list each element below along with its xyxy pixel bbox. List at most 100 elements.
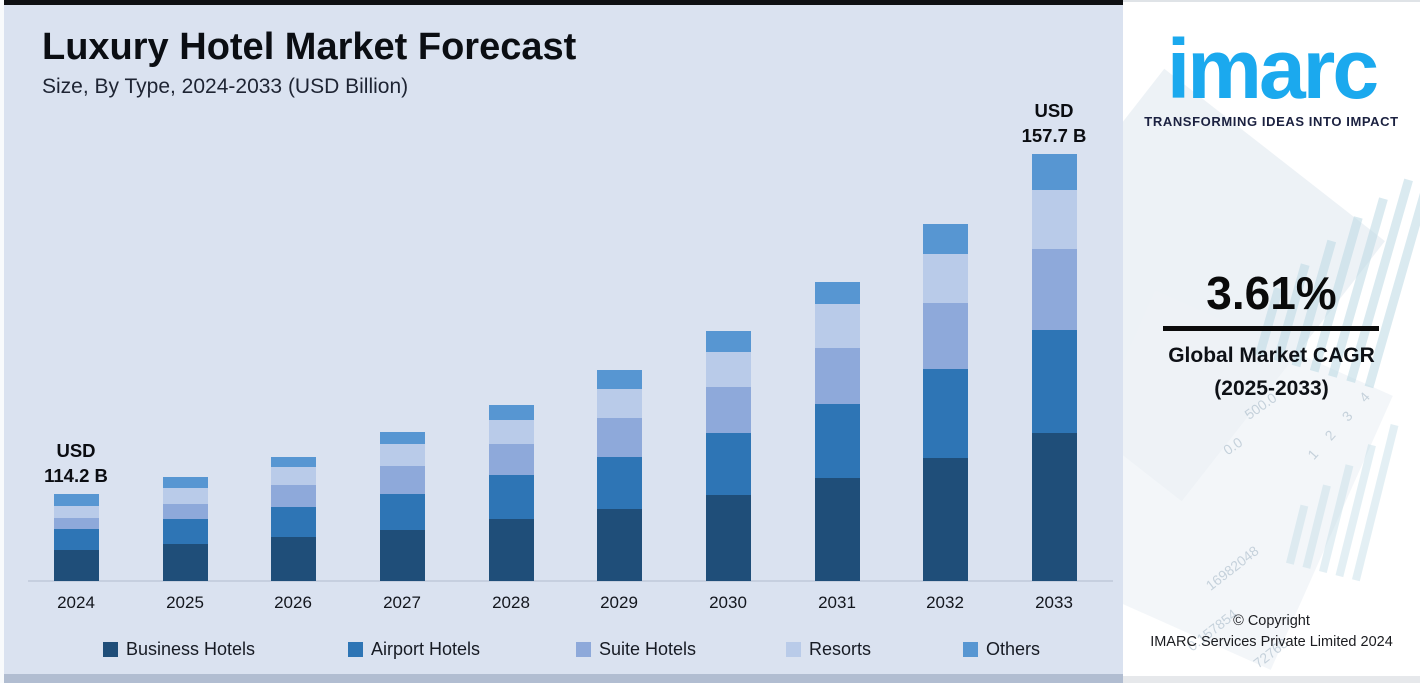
legend-label-airport-hotels: Airport Hotels xyxy=(371,639,481,659)
x-axis-label-2030: 2030 xyxy=(709,593,747,612)
segment-suite-hotels-2029 xyxy=(596,418,642,457)
segment-others-2030 xyxy=(705,331,751,352)
x-axis-label-2029: 2029 xyxy=(600,593,638,612)
x-axis-line xyxy=(28,580,1113,582)
segment-others-2027 xyxy=(379,432,425,444)
x-axis-label-2033: 2033 xyxy=(1035,593,1073,612)
cagr-value: 3.61% xyxy=(1206,267,1337,319)
segment-others-2025 xyxy=(162,477,208,488)
segment-suite-hotels-2026 xyxy=(270,485,316,507)
segment-resorts-2027 xyxy=(379,444,425,466)
bar-2031 xyxy=(814,282,860,581)
legend-swatch-resorts xyxy=(786,642,801,657)
legend-label-others: Others xyxy=(986,639,1041,659)
segment-suite-hotels-2031 xyxy=(814,348,860,404)
brand-panel-top-strip xyxy=(1123,0,1420,2)
segment-others-2026 xyxy=(270,457,316,467)
value-label-2033: USD 157.7 B xyxy=(1021,100,1087,146)
segment-business-hotels-2030 xyxy=(705,495,751,581)
segment-resorts-2024 xyxy=(53,506,99,518)
segment-business-hotels-2026 xyxy=(270,537,316,581)
segment-airport-hotels-2032 xyxy=(922,369,968,458)
segment-business-hotels-2033 xyxy=(1031,433,1077,581)
x-axis-label-2028: 2028 xyxy=(492,593,530,612)
segment-business-hotels-2032 xyxy=(922,458,968,581)
segment-suite-hotels-2024 xyxy=(53,518,99,529)
legend-item-resorts: Resorts xyxy=(786,639,871,660)
segment-business-hotels-2028 xyxy=(488,519,534,581)
legend-item-business-hotels: Business Hotels xyxy=(103,639,255,660)
x-axis-label-2031: 2031 xyxy=(818,593,856,612)
segment-others-2024 xyxy=(53,494,99,506)
page-title: Luxury Hotel Market Forecast xyxy=(42,26,577,68)
imarc-tagline: TRANSFORMING IDEAS INTO IMPACT xyxy=(1144,114,1399,129)
bar-2030 xyxy=(705,331,751,581)
x-axis-label-2025: 2025 xyxy=(166,593,204,612)
legend-item-suite-hotels: Suite Hotels xyxy=(576,639,696,660)
value-label-2024: USD 114.2 B xyxy=(44,440,108,486)
brand-panel: 500.0 0.0 1 2 3 4 16982048 0.157854 7276… xyxy=(1123,0,1420,683)
page-subtitle: Size, By Type, 2024-2033 (USD Billion) xyxy=(42,75,409,98)
bar-2026 xyxy=(270,457,316,581)
segment-business-hotels-2025 xyxy=(162,544,208,581)
bar-2025 xyxy=(162,477,208,581)
segment-others-2029 xyxy=(596,370,642,389)
segment-airport-hotels-2025 xyxy=(162,519,208,544)
segment-business-hotels-2024 xyxy=(53,549,99,581)
legend-label-resorts: Resorts xyxy=(809,639,872,659)
segment-business-hotels-2027 xyxy=(379,530,425,581)
segment-resorts-2031 xyxy=(814,304,860,348)
legend-swatch-business-hotels xyxy=(103,642,118,657)
segment-suite-hotels-2033 xyxy=(1031,248,1077,330)
legend-label-suite-hotels: Suite Hotels xyxy=(599,639,697,659)
segment-others-2033 xyxy=(1031,154,1077,190)
segment-resorts-2029 xyxy=(596,389,642,418)
segment-airport-hotels-2027 xyxy=(379,494,425,530)
segment-airport-hotels-2033 xyxy=(1031,329,1077,433)
bar-2027 xyxy=(379,432,425,581)
segment-business-hotels-2029 xyxy=(596,509,642,581)
segment-airport-hotels-2030 xyxy=(705,433,751,495)
x-axis-label-2032: 2032 xyxy=(926,593,964,612)
segment-airport-hotels-2026 xyxy=(270,507,316,537)
imarc-logo: imarc xyxy=(1166,22,1379,117)
segment-airport-hotels-2029 xyxy=(596,457,642,509)
bottom-border-strip xyxy=(0,674,1123,683)
legend-item-others: Others xyxy=(963,639,1040,660)
legend-swatch-airport-hotels xyxy=(348,642,363,657)
segment-suite-hotels-2032 xyxy=(922,302,968,369)
copyright-line2: IMARC Services Private Limited 2024 xyxy=(1150,634,1393,650)
segment-resorts-2030 xyxy=(705,351,751,387)
x-axis-label-2024: 2024 xyxy=(57,593,95,612)
cagr-label-line2: (2025-2033) xyxy=(1214,377,1329,400)
segment-resorts-2028 xyxy=(488,419,534,444)
segment-airport-hotels-2028 xyxy=(488,475,534,519)
segment-suite-hotels-2028 xyxy=(488,444,534,475)
legend-label-business-hotels: Business Hotels xyxy=(126,639,256,659)
x-axis-label-2027: 2027 xyxy=(383,593,421,612)
bar-2032 xyxy=(922,224,968,581)
segment-resorts-2025 xyxy=(162,488,208,504)
segment-suite-hotels-2030 xyxy=(705,386,751,433)
segment-suite-hotels-2025 xyxy=(162,503,208,519)
bar-2029 xyxy=(596,370,642,581)
segment-others-2032 xyxy=(922,224,968,254)
segment-resorts-2026 xyxy=(270,467,316,485)
segment-resorts-2032 xyxy=(922,253,968,303)
legend-item-airport-hotels: Airport Hotels xyxy=(348,639,480,660)
segment-others-2031 xyxy=(814,282,860,304)
bar-2024 xyxy=(53,494,99,581)
left-border-strip xyxy=(0,0,4,683)
chart-panel: Luxury Hotel Market Forecast Size, By Ty… xyxy=(0,0,1123,683)
cagr-label-line1: Global Market CAGR xyxy=(1168,344,1375,367)
brand-panel-bottom-strip xyxy=(1123,676,1420,683)
segment-airport-hotels-2031 xyxy=(814,404,860,478)
segment-business-hotels-2031 xyxy=(814,478,860,581)
bar-2028 xyxy=(488,404,534,581)
x-axis-label-2026: 2026 xyxy=(274,593,312,612)
legend-swatch-suite-hotels xyxy=(576,642,591,657)
cagr-underline xyxy=(1163,326,1379,331)
legend-swatch-others xyxy=(963,642,978,657)
segment-airport-hotels-2024 xyxy=(53,529,99,550)
